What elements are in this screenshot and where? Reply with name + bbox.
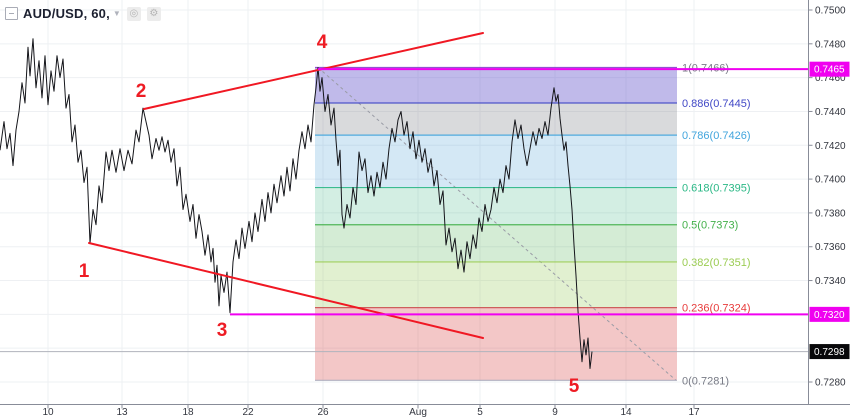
wave-label-2: 2	[136, 81, 147, 102]
fib-label-0.886: 0.886(0.7445)	[682, 98, 751, 110]
fib-label-0.618: 0.618(0.7395)	[682, 183, 751, 195]
minus-square-icon[interactable]	[5, 7, 18, 20]
trendline-upper[interactable]	[143, 32, 484, 110]
price-label-box	[809, 61, 850, 77]
trendline-lower[interactable]	[88, 242, 484, 339]
price-tick-label: 0.7500	[815, 6, 846, 17]
wave-label-4: 4	[317, 32, 328, 53]
fib-labels: 1(0.7466)0.886(0.7445)0.786(0.7426)0.618…	[682, 62, 751, 387]
price-label-text: 0.7298	[814, 347, 845, 358]
gear-icon[interactable]: ⚙	[146, 6, 161, 21]
time-tick-label: 14	[620, 407, 632, 418]
fib-label-0.236: 0.236(0.7324)	[682, 303, 751, 315]
price-label-0.7320[interactable]: 0.7320	[809, 306, 850, 322]
time-tick-label: 9	[552, 407, 558, 418]
time-tick-label: Aug	[409, 407, 427, 418]
fib-dashed-diagonal	[317, 67, 677, 381]
time-tick-label: 18	[182, 407, 194, 418]
fib-label-0: 0(0.7281)	[682, 375, 729, 387]
symbol-title[interactable]: AUD/USD, 60,	[23, 6, 110, 21]
price-tick-label: 0.7380	[815, 208, 846, 219]
fib-label-0.5: 0.5(0.7373)	[682, 220, 738, 232]
fib-zone-0.786	[315, 135, 677, 188]
price-label-box	[809, 306, 850, 322]
price-label-0.7465[interactable]: 0.7465	[809, 61, 850, 77]
time-tick-label: 17	[688, 407, 700, 418]
price-tick-label: 0.7440	[815, 107, 846, 118]
snapshot-circle-icon[interactable]: ◎	[126, 6, 141, 21]
price-series[interactable]	[0, 38, 593, 369]
price-label-0.7298[interactable]: 0.7298	[809, 344, 850, 360]
fib-retracement-tool[interactable]	[315, 66, 677, 381]
time-axis-area[interactable]	[0, 404, 850, 418]
time-tick-label: 22	[242, 407, 254, 418]
legend: AUD/USD, 60, ▼ ◎ ⚙	[5, 6, 161, 21]
time-tick-label: 26	[317, 407, 329, 418]
fib-zone-0.886	[315, 103, 677, 136]
wave-label-5: 5	[569, 376, 580, 397]
fib-zone-0.382	[315, 261, 677, 308]
price-label-text: 0.7465	[814, 65, 845, 76]
price-label-box	[809, 344, 850, 360]
price-tick-label: 0.7460	[815, 73, 846, 84]
price-tick-label: 0.7280	[815, 378, 846, 389]
wave-label-1: 1	[79, 261, 90, 282]
wave-labels: 1 2 3 4 5	[79, 32, 580, 397]
price-tick-label: 0.7480	[815, 39, 846, 50]
time-tick-label: 5	[477, 407, 483, 418]
time-tick-label: 10	[42, 407, 54, 418]
price-tick-label: 0.7400	[815, 175, 846, 186]
fib-label-0.786: 0.786(0.7426)	[682, 130, 751, 142]
time-tick-label: 13	[116, 407, 128, 418]
price-tick-label: 0.7420	[815, 141, 846, 152]
fib-zone-1	[315, 67, 677, 103]
wave-label-3: 3	[217, 320, 228, 341]
caret-down-icon[interactable]: ▼	[112, 8, 121, 18]
fib-zone-0.5	[315, 224, 677, 262]
fib-zone-0.236	[315, 307, 677, 381]
price-label-text: 0.7320	[814, 310, 845, 321]
fib-label-0.382: 0.382(0.7351)	[682, 257, 751, 269]
fib-zone-0.618	[315, 187, 677, 225]
price-tick-label: 0.7340	[815, 276, 846, 287]
price-tick-label: 0.7360	[815, 242, 846, 253]
